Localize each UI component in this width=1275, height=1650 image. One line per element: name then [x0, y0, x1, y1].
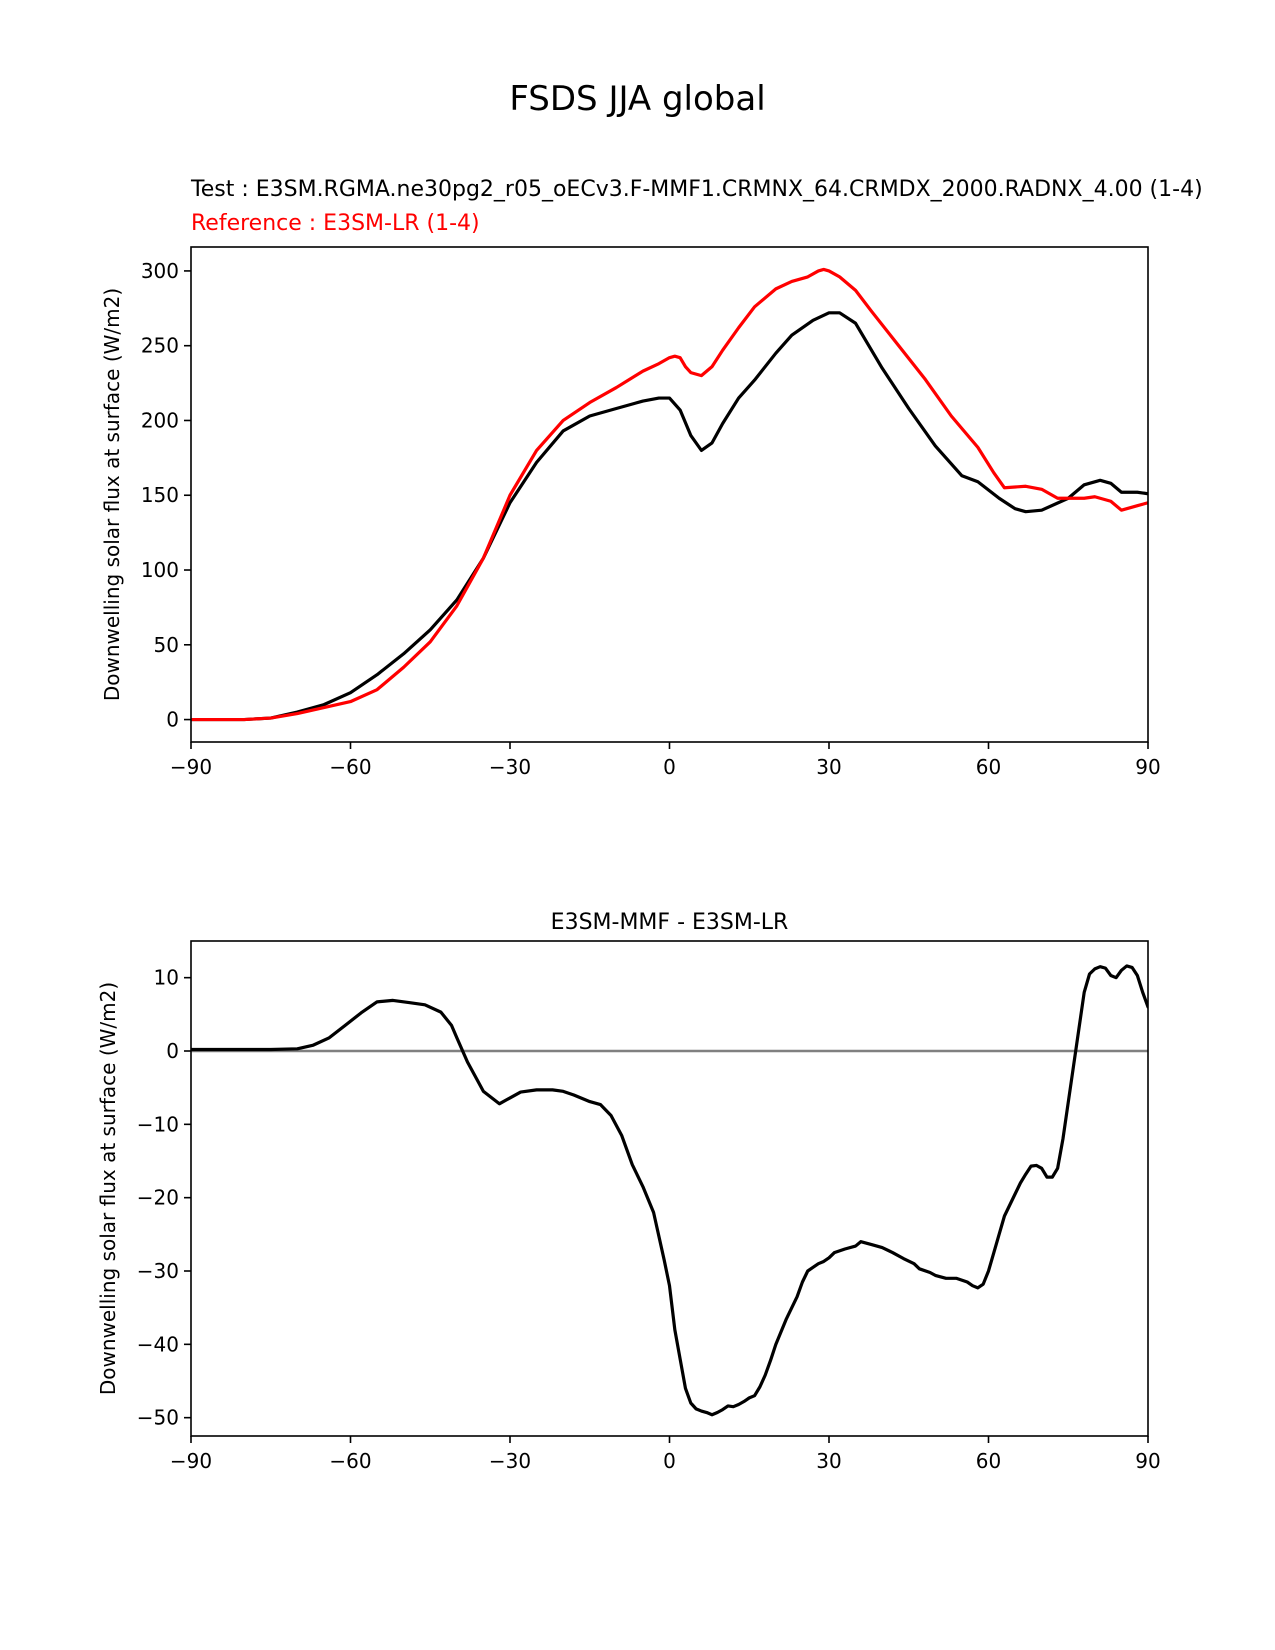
- x-tick-label: −30: [489, 755, 531, 779]
- y-tick-label: 50: [154, 633, 179, 657]
- x-tick-label: −60: [329, 755, 371, 779]
- y-axis-label: Downwelling solar flux at surface (W/m2): [100, 288, 124, 701]
- reference-label: Reference : E3SM-LR (1-4): [191, 211, 480, 236]
- x-tick-label: 90: [1135, 755, 1160, 779]
- axes-frame: [190, 246, 1149, 743]
- y-tick-label: −20: [137, 1186, 179, 1210]
- x-tick-label: 30: [816, 755, 841, 779]
- y-tick-label: −40: [137, 1332, 179, 1356]
- y-tick-label: 200: [141, 408, 179, 432]
- x-tick-label: 0: [663, 755, 676, 779]
- y-tick-label: 0: [166, 1039, 179, 1063]
- x-tick-label: 0: [663, 1449, 676, 1473]
- y-tick-label: −30: [137, 1259, 179, 1283]
- x-tick-label: −90: [170, 755, 212, 779]
- y-tick-label: 100: [141, 558, 179, 582]
- panel-top: −90 −60 −30 0 30 60 90 0 50 100 150 200 250 300 Downwe…: [100, 246, 1161, 779]
- y-tick-label: 150: [141, 483, 179, 507]
- y-tick-label: 0: [166, 708, 179, 732]
- x-tick-label: 30: [816, 1449, 841, 1473]
- series-line-test: [191, 311, 1148, 722]
- y-tick-label: 250: [141, 334, 179, 358]
- axes-frame: [190, 940, 1149, 1437]
- y-tick-label: 300: [141, 259, 179, 283]
- x-tick-label: 60: [976, 1449, 1001, 1473]
- figure-title: FSDS JJA global: [509, 79, 765, 119]
- y-axis-label: Downwelling solar flux at surface (W/m2): [96, 982, 120, 1395]
- test-label: Test : E3SM.RGMA.ne30pg2_r05_oECv3.F-MMF…: [190, 177, 1203, 202]
- x-tick-label: 90: [1135, 1449, 1160, 1473]
- panel-bottom: −90 −60 −30 0 30 60 90 −50 −40 −30 −20 −10 0 10 Downwe…: [96, 910, 1161, 1473]
- y-tick-label: −50: [137, 1406, 179, 1430]
- x-tick-label: −30: [489, 1449, 531, 1473]
- series-line-e3sm-mmf-e3sm-lr: [191, 964, 1148, 1417]
- panel-title: E3SM-MMF - E3SM-LR: [551, 910, 789, 935]
- x-tick-label: −90: [170, 1449, 212, 1473]
- x-tick-label: 60: [976, 755, 1001, 779]
- x-tick-label: −60: [329, 1449, 371, 1473]
- y-tick-label: −10: [137, 1112, 179, 1136]
- series-line-reference: [191, 267, 1148, 722]
- y-tick-label: 10: [154, 966, 179, 990]
